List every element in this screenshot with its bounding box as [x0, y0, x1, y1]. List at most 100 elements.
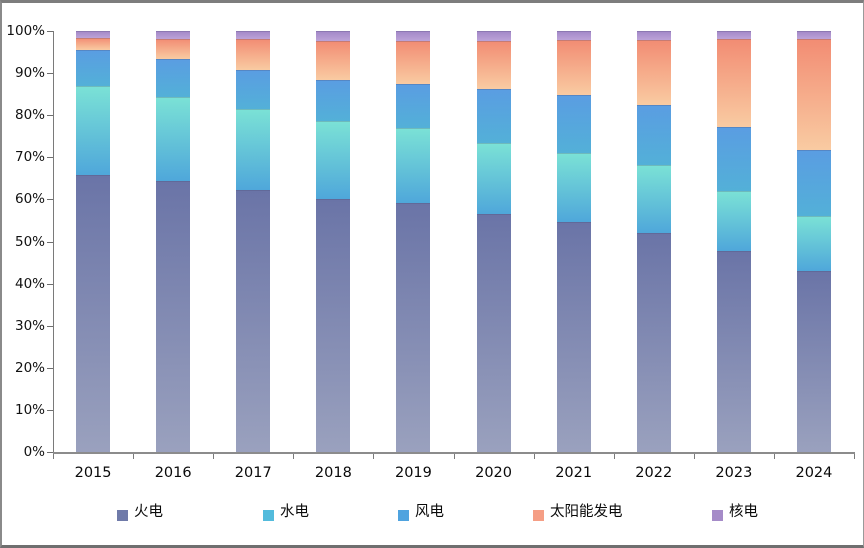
bar-segment-nuclear-2016: [156, 31, 191, 40]
bar-segment-nuclear-2017: [236, 31, 271, 40]
legend-item-nuclear: 核电: [712, 505, 758, 521]
bar-2021: [556, 31, 591, 452]
x-axis-label-2024: 2024: [795, 465, 833, 481]
bar-segment-thermal-2015: [76, 174, 111, 452]
legend-item-hydro: 水电: [263, 505, 309, 521]
bar-segment-wind-2018: [316, 79, 351, 121]
bar-segment-hydro-2023: [716, 190, 751, 252]
bar-segment-thermal-2017: [236, 189, 271, 452]
bar-segment-thermal-2024: [796, 270, 831, 452]
bar-2022: [636, 31, 671, 452]
y-axis-tick-label: 30%: [14, 317, 45, 334]
bar-segment-solar-2016: [156, 39, 191, 60]
y-axis-tick-label: 0%: [23, 444, 45, 460]
y-axis-tick-mark: [47, 452, 53, 453]
bar-2017: [236, 31, 271, 452]
legend-swatch-solar-icon: [533, 510, 544, 521]
legend-item-thermal: 火电: [117, 505, 163, 521]
y-axis-tick-label: 50%: [14, 233, 45, 250]
x-axis-label-2020: 2020: [475, 465, 512, 481]
y-axis-tick-mark: [47, 241, 53, 243]
legend-label-nuclear: 核电: [729, 504, 758, 520]
bar-segment-wind-2016: [156, 59, 191, 97]
legend-swatch-hydro-icon: [263, 510, 274, 521]
legend-label-wind: 风电: [415, 504, 444, 520]
bar-segment-wind-2022: [636, 104, 671, 166]
legend-item-solar: 太阳能发电: [533, 505, 623, 521]
bar-segment-solar-2015: [76, 38, 111, 50]
bar-segment-nuclear-2019: [396, 31, 431, 42]
bar-segment-hydro-2015: [76, 86, 111, 175]
bar-segment-solar-2019: [396, 41, 431, 85]
legend-label-thermal: 火电: [134, 504, 163, 520]
x-axis-label-2018: 2018: [314, 465, 352, 481]
bar-segment-thermal-2022: [636, 232, 671, 452]
bar-segment-nuclear-2024: [796, 31, 831, 39]
bar-2018: [316, 31, 351, 452]
x-axis-tick-mark: [693, 454, 695, 459]
x-axis-tick-mark: [293, 454, 295, 459]
bar-segment-thermal-2021: [556, 221, 591, 452]
legend-swatch-thermal-icon: [117, 510, 128, 521]
bar-segment-hydro-2024: [796, 215, 831, 271]
y-axis-tick-mark: [47, 31, 53, 32]
y-axis-tick-mark: [47, 367, 53, 369]
bar-segment-wind-2017: [236, 70, 271, 109]
x-axis-tick-mark: [773, 454, 775, 459]
bar-segment-hydro-2018: [316, 120, 351, 199]
bar-segment-hydro-2020: [476, 143, 511, 214]
bar-segment-thermal-2020: [476, 213, 511, 452]
bar-segment-nuclear-2022: [636, 31, 671, 41]
x-axis-tick-mark: [133, 454, 135, 459]
y-axis-tick-mark: [47, 283, 53, 285]
x-axis-tick-mark: [533, 454, 535, 459]
x-axis-label-2015: 2015: [74, 465, 112, 481]
bar-segment-wind-2020: [476, 89, 511, 143]
bar-segment-wind-2021: [556, 94, 591, 153]
legend-label-solar: 太阳能发电: [550, 504, 623, 520]
bar-segment-hydro-2019: [396, 127, 431, 203]
bar-segment-solar-2022: [636, 40, 671, 105]
y-axis-tick-label: 100%: [6, 23, 45, 39]
y-axis-tick-mark: [47, 199, 53, 201]
bar-segment-solar-2020: [476, 40, 511, 90]
bar-2023: [716, 31, 751, 452]
x-axis-label-2023: 2023: [715, 465, 753, 481]
bar-2024: [796, 31, 831, 452]
bar-segment-wind-2024: [796, 150, 831, 216]
y-axis-tick-mark: [47, 325, 53, 327]
bar-segment-hydro-2016: [156, 96, 191, 182]
bar-segment-hydro-2021: [556, 152, 591, 222]
bar-2016: [156, 31, 191, 452]
y-axis-tick-label: 90%: [14, 65, 45, 82]
x-axis-label-2016: 2016: [154, 465, 192, 481]
y-axis-tick-mark: [47, 157, 53, 159]
x-axis-label-2019: 2019: [394, 465, 432, 481]
y-axis-tick-label: 20%: [14, 359, 45, 376]
bar-segment-nuclear-2023: [716, 31, 751, 40]
y-axis-tick-label: 40%: [14, 275, 45, 292]
y-axis-tick-mark: [47, 409, 53, 411]
bar-segment-nuclear-2015: [76, 31, 111, 39]
bar-2020: [476, 31, 511, 452]
bar-segment-thermal-2016: [156, 181, 191, 452]
bar-segment-nuclear-2020: [476, 31, 511, 41]
bar-segment-hydro-2017: [236, 108, 271, 190]
y-axis-tick-mark: [47, 73, 53, 75]
y-axis-tick-label: 60%: [14, 191, 45, 208]
x-axis-tick-mark: [453, 454, 455, 459]
x-axis-label-2017: 2017: [234, 465, 272, 481]
bar-segment-nuclear-2018: [316, 31, 351, 42]
bar-segment-wind-2023: [716, 127, 751, 191]
x-axis-tick-mark: [854, 454, 855, 459]
bar-segment-solar-2024: [796, 38, 831, 151]
legend-item-wind: 风电: [398, 505, 444, 521]
bar-segment-solar-2023: [716, 39, 751, 128]
x-axis-tick-mark: [213, 454, 215, 459]
bar-segment-thermal-2019: [396, 202, 431, 452]
bar-segment-solar-2017: [236, 39, 271, 71]
bar-segment-nuclear-2021: [556, 31, 591, 41]
x-axis-label-2022: 2022: [635, 465, 673, 481]
